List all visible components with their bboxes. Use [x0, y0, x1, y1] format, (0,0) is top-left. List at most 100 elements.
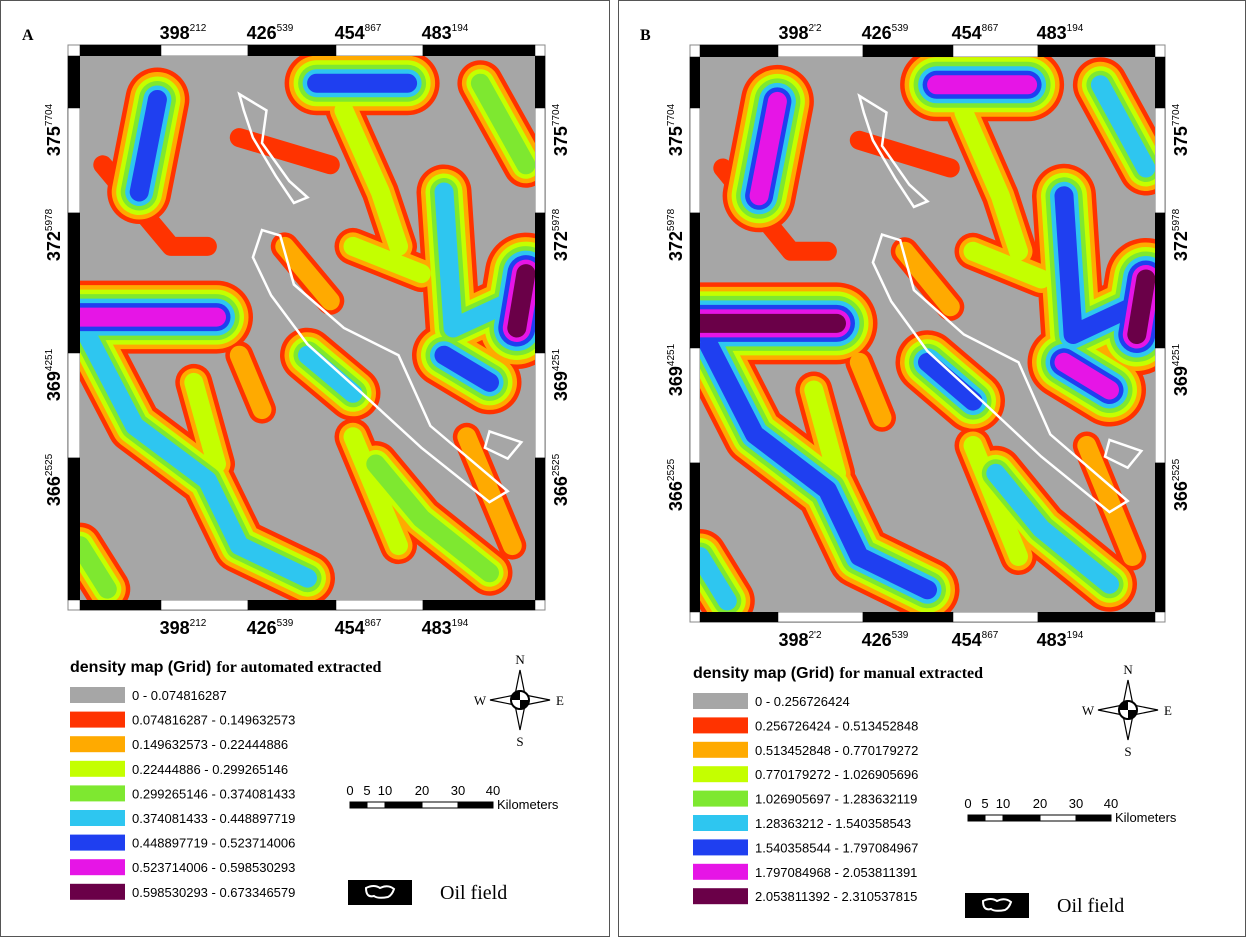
coordinate-sup: 867: [982, 630, 999, 641]
density-zone: [963, 241, 1051, 289]
border-segment: [1037, 611, 1156, 623]
border-segment: [79, 599, 162, 611]
coordinate-sup: 867: [982, 23, 999, 34]
border-segment: [335, 44, 424, 57]
coordinate-sup: 194: [452, 618, 469, 629]
border-segment: [689, 107, 701, 214]
coordinate-label: 3725978: [1171, 208, 1191, 261]
coordinate-label: 398212: [160, 23, 207, 43]
legend-title-main: density map (Grid): [693, 665, 834, 682]
border-segment: [862, 611, 954, 623]
scale-segment: [366, 801, 386, 809]
density-zone: [849, 352, 892, 428]
density-zone: [963, 436, 1028, 566]
coordinate-sup: 4251: [551, 348, 562, 371]
scale-segment: [967, 814, 986, 822]
coordinate-main: 372: [44, 231, 64, 261]
coordinate-label: 3694251: [44, 348, 64, 401]
legend-swatch: [70, 687, 125, 703]
scale-label: 30: [1069, 796, 1083, 811]
border-segment: [67, 107, 81, 214]
legend-label: 0.598530293 - 0.673346579: [132, 885, 295, 900]
coordinate-label: 426539: [247, 23, 294, 43]
legend-title: density map (Grid) for manual extracted: [693, 665, 983, 682]
north-arrow: N S E W: [1082, 662, 1172, 759]
legend-swatch: [693, 888, 748, 905]
coordinate-main: 398: [160, 618, 190, 638]
coordinate-sup: 539: [892, 630, 909, 641]
legend-label: 0.523714006 - 0.598530293: [132, 860, 295, 875]
coordinate-label: 3757704: [666, 103, 686, 156]
density-map: [80, 56, 535, 600]
coordinate-label: 426539: [862, 23, 909, 43]
legend-swatch: [70, 711, 125, 728]
legend-swatch: [70, 810, 125, 826]
legend-title-sub: for manual extracted: [839, 665, 983, 682]
legend-title-sub: for automated extracted: [216, 659, 381, 676]
coordinate-sup: 194: [1067, 630, 1084, 641]
legend-label: 1.28363212 - 1.540358543: [755, 816, 911, 831]
legend-label: 0.513452848 - 0.770179272: [755, 743, 918, 758]
coordinate-sup: 867: [365, 23, 382, 34]
coordinate-main: 426: [247, 618, 277, 638]
north-arrow: N S E W: [474, 652, 564, 749]
border-segment: [1154, 56, 1166, 109]
scale-label: 10: [996, 796, 1010, 811]
coordinate-sup: 539: [277, 618, 294, 629]
density-zone: [334, 100, 408, 256]
oil-field-outline: [237, 91, 310, 205]
density-zone: [918, 352, 983, 411]
scale-segment: [984, 814, 1004, 822]
density-zone: [507, 264, 535, 338]
coordinate-main: 454: [335, 618, 365, 638]
coordinate-label: 3757704: [1171, 103, 1191, 156]
coordinate-label: 3757704: [44, 103, 64, 156]
density-zone: [343, 427, 408, 556]
coordinate-sup: 867: [365, 618, 382, 629]
legend-swatch: [70, 883, 125, 900]
compass-letter: E: [1164, 703, 1172, 718]
density-zone: [470, 73, 535, 175]
density-zone: [80, 536, 117, 599]
coordinate-label: 3694251: [666, 343, 686, 396]
legend-swatch: [693, 839, 748, 856]
coordinate-sup: 2525: [551, 453, 562, 476]
coordinate-main: 398: [778, 630, 808, 650]
coordinate-main: 454: [335, 23, 365, 43]
oil-field-outline: [857, 93, 930, 209]
oil-field-outline: [1103, 438, 1144, 470]
scale-segment: [1002, 814, 1041, 822]
compass-letter: N: [515, 652, 525, 667]
density-zone: [700, 336, 937, 600]
scale-segment: [421, 801, 459, 809]
density-zone: [275, 236, 340, 311]
border-segment: [247, 44, 337, 57]
legend-label: 2.053811392 - 2.310537815: [755, 889, 917, 904]
legend-title: density map (Grid) for automated extracte…: [70, 659, 381, 676]
coordinate-main: 426: [247, 23, 277, 43]
border-segment: [67, 352, 81, 459]
coordinate-label: 3662525: [551, 453, 571, 506]
density-zone: [229, 345, 272, 420]
coordinate-label: 483194: [1037, 630, 1084, 650]
density-zone: [457, 427, 522, 556]
legend-swatch: [693, 790, 748, 807]
legend-swatch: [693, 815, 748, 831]
coordinate-sup: 194: [1067, 23, 1084, 34]
coordinate-sup: 5978: [666, 208, 677, 231]
coordinate-sup: 5978: [1171, 208, 1182, 231]
coordinate-label: 483194: [422, 618, 469, 638]
border-segment: [247, 599, 337, 611]
border-segment: [689, 212, 701, 349]
coordinate-sup: 7704: [666, 103, 677, 126]
coordinate-label: 3725978: [666, 208, 686, 261]
legend-label: 1.026905697 - 1.283632119: [755, 792, 917, 807]
coordinate-label: 3662525: [1171, 458, 1191, 511]
coordinate-label: 483194: [422, 23, 469, 43]
legend-swatch: [70, 859, 125, 876]
border-segment: [534, 457, 546, 601]
legend-label: 0.299265146 - 0.374081433: [132, 786, 295, 801]
coordinate-main: 372: [1171, 231, 1191, 261]
oil-field-outline: [251, 228, 510, 504]
